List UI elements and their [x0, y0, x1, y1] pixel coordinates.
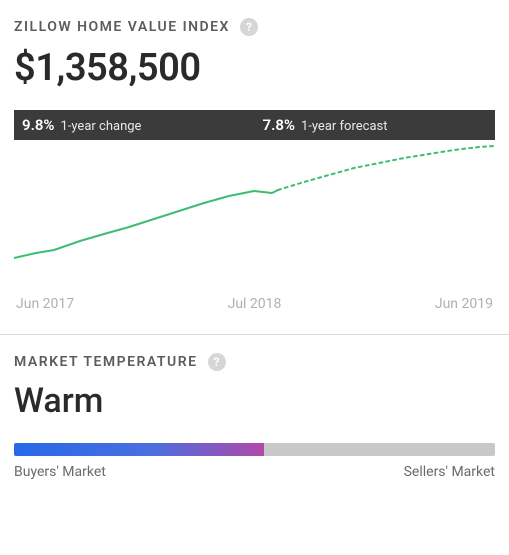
gauge-right-label: Sellers' Market: [404, 464, 495, 480]
change-label: 1-year change: [60, 119, 141, 134]
zhvi-heading: ZILLOW HOME VALUE INDEX: [14, 19, 230, 35]
zhvi-x-axis: Jun 2017 Jul 2018 Jun 2019: [14, 290, 495, 312]
stats-forecast: 7.8% 1-year forecast: [255, 116, 496, 134]
temp-gauge: [14, 443, 495, 456]
zhvi-value: $1,358,500: [14, 46, 495, 90]
gauge-left-label: Buyers' Market: [14, 464, 106, 480]
zhvi-chart: Jun 2017 Jul 2018 Jun 2019: [14, 140, 495, 312]
zhvi-section: ZILLOW HOME VALUE INDEX ? $1,358,500 9.8…: [0, 0, 509, 334]
zhvi-line-chart: [14, 140, 495, 290]
x-label-1: Jul 2018: [228, 296, 282, 312]
change-pct: 9.8%: [22, 116, 54, 134]
temp-value: Warm: [14, 381, 495, 421]
stats-bar: 9.8% 1-year change 7.8% 1-year forecast: [14, 110, 495, 140]
stats-change: 9.8% 1-year change: [14, 116, 255, 134]
forecast-label: 1-year forecast: [301, 119, 388, 134]
forecast-pct: 7.8%: [263, 116, 295, 134]
x-label-0: Jun 2017: [16, 296, 74, 312]
help-icon[interactable]: ?: [208, 353, 226, 371]
zhvi-heading-row: ZILLOW HOME VALUE INDEX ?: [14, 18, 495, 36]
temp-heading-row: MARKET TEMPERATURE ?: [14, 353, 495, 371]
temp-heading: MARKET TEMPERATURE: [14, 354, 198, 370]
x-label-2: Jun 2019: [435, 296, 493, 312]
gauge-labels: Buyers' Market Sellers' Market: [14, 456, 495, 480]
market-temp-section: MARKET TEMPERATURE ? Warm Buyers' Market…: [0, 335, 509, 502]
help-icon[interactable]: ?: [240, 18, 258, 36]
